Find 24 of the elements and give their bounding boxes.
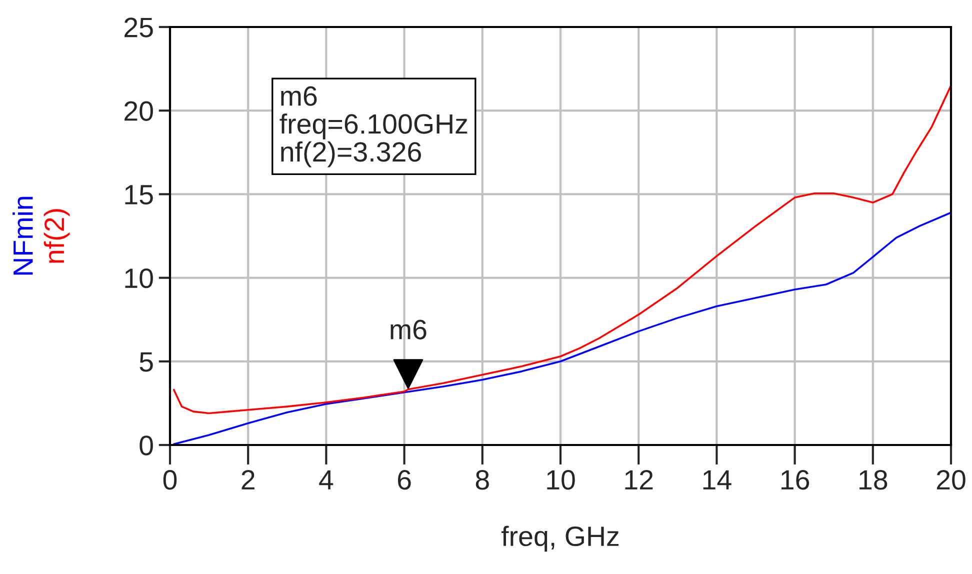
x-tick-label: 0: [163, 470, 177, 490]
y-tick-label: 10: [125, 268, 153, 288]
y-tick-label: 25: [124, 18, 153, 38]
x-tick-label: 6: [398, 470, 411, 490]
x-tick-label: 20: [936, 470, 966, 490]
x-tick-label: 8: [476, 470, 489, 490]
annotation: m6: [390, 320, 426, 340]
line-series: [173, 84, 951, 414]
x-tick-label: 14: [703, 470, 732, 490]
text: NFmin: [12, 196, 33, 275]
y-tick-label: 0: [140, 436, 153, 456]
x-tick-label: 12: [625, 470, 653, 490]
x-tick-label: 2: [242, 470, 254, 490]
y-tick-label: 20: [124, 101, 153, 121]
annotation: m6 freq=6.100GHz nf(2)=3.326: [280, 86, 468, 168]
line-series: [173, 212, 951, 445]
x-tick-label: 4: [319, 470, 334, 490]
x-tick-label: 18: [860, 470, 888, 490]
text: nf(2): [44, 209, 70, 263]
x-axis-title: freq, GHz: [501, 526, 619, 552]
y-tick-label: 5: [140, 352, 153, 372]
x-tick-label: 16: [781, 470, 810, 490]
y-tick-label: 15: [125, 185, 153, 205]
x-tick-label: 10: [547, 470, 575, 490]
